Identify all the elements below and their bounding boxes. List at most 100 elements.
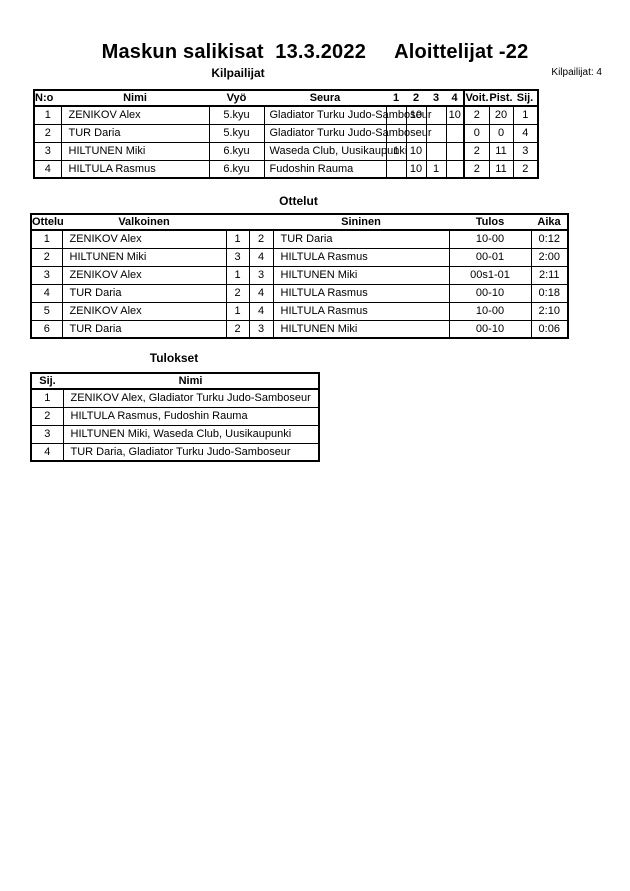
col-header-2: 2 [406,90,426,107]
seura-text: Gladiator Turku Judo-Samboseur [269,127,432,139]
cell-score-3 [425,141,447,161]
cell-no: 4 [33,159,62,179]
table-row: 1 ZENIKOV Alex 5.kyu Gladiator Turku Jud… [33,105,539,125]
competitors-header-row: N:o Nimi Vyö Seura 1 2 3 4 Voit. Pist. S… [34,90,538,107]
cell-blue-name: HILTULA Rasmus [272,301,450,321]
cell-seura: Fudoshin Rauma [263,159,387,179]
cell-seura: Waseda Club, Uusikaupunki [263,141,407,161]
cell-blue-name: HILTUNEN Miki [272,265,450,285]
matches-section-heading: Ottelut [279,194,318,208]
cell-pist: 0 [488,123,514,143]
cell-vyo: 5.kyu [208,105,265,125]
cell-nimi: TUR Daria [60,123,210,143]
table-row: 4 TUR Daria, Gladiator Turku Judo-Sambos… [30,442,320,462]
cell-vyo: 6.kyu [208,141,265,161]
cell-seura: Gladiator Turku Judo-Samboseur [263,105,432,125]
col-header-nimi: Nimi [61,90,209,107]
cell-sij: 1 [512,105,539,125]
cell-blue-name: HILTULA Rasmus [272,247,450,267]
cell-rank: 4 [30,442,64,462]
cell-result: 00-10 [448,283,532,303]
cell-white-no: 2 [225,319,250,339]
cell-nimi: HILTULA Rasmus [60,159,210,179]
table-row: 3 ZENIKOV Alex 1 3 HILTUNEN Miki 00s1-01… [30,265,569,285]
cell-time: 2:10 [530,301,569,321]
table-row: 3 HILTUNEN Miki 6.kyu Waseda Club, Uusik… [33,141,539,161]
cell-blue-no: 4 [248,247,274,267]
col-header-no: N:o [34,90,61,107]
cell-white-name: TUR Daria [61,283,227,303]
table-row: 4 TUR Daria 2 4 HILTULA Rasmus 00-10 0:1… [30,283,569,303]
cell-rank: 1 [30,388,64,408]
cell-score-2: 10 [405,141,427,161]
cell-white-no: 1 [225,265,250,285]
cell-nimi: HILTUNEN Miki [60,141,210,161]
cell-sij: 3 [512,141,539,161]
col-header-nimi: Nimi [63,373,319,390]
results-table: Sij. Nimi 1 ZENIKOV Alex, Gladiator Turk… [30,372,320,462]
col-header-tulos: Tulos [449,214,531,231]
cell-score-1 [385,159,407,179]
seura-text: Fudoshin Rauma [269,162,354,175]
cell-pist: 11 [488,141,514,161]
cell-white-name: ZENIKOV Alex [61,229,227,249]
cell-score-4 [445,159,465,179]
cell-score-2: 10 [405,105,427,125]
col-header-3: 3 [426,90,446,107]
cell-result: 00s1-01 [448,265,532,285]
header-spacer [249,214,273,231]
cell-white-name: ZENIKOV Alex [61,301,227,321]
cell-score-4: 10 [445,105,465,125]
cell-blue-no: 2 [248,229,274,249]
cell-no: 2 [33,123,62,143]
competitors-section-heading: Kilpailijat [211,66,265,80]
cell-white-name: ZENIKOV Alex [61,265,227,285]
col-header-pist: Pist. [489,90,513,107]
cell-score-3: 1 [425,159,447,179]
cell-seura: Gladiator Turku Judo-Samboseur [263,123,432,143]
cell-match-no: 1 [30,229,63,249]
cell-score-4 [445,123,465,143]
cell-no: 1 [33,105,62,125]
cell-white-no: 1 [225,229,250,249]
cell-match-no: 6 [30,319,63,339]
cell-time: 0:06 [530,319,569,339]
table-row: 2 HILTUNEN Miki 3 4 HILTULA Rasmus 00-01… [30,247,569,267]
cell-voit: 2 [463,159,490,179]
cell-white-name: HILTUNEN Miki [61,247,227,267]
cell-result: 10-00 [448,229,532,249]
cell-blue-no: 4 [248,283,274,303]
cell-voit: 2 [463,141,490,161]
cell-blue-no: 3 [248,265,274,285]
cell-time: 0:18 [530,283,569,303]
matches-header-row: Ottelu Valkoinen Sininen Tulos Aika [31,214,568,231]
seura-text: Waseda Club, Uusikaupunki [269,145,408,157]
col-header-sij: Sij. [513,90,538,107]
table-row: 1 ZENIKOV Alex, Gladiator Turku Judo-Sam… [30,388,320,408]
cell-vyo: 6.kyu [208,159,265,179]
col-header-vyo: Vyö [209,90,264,107]
cell-blue-name: HILTULA Rasmus [272,283,450,303]
competitors-table: N:o Nimi Vyö Seura 1 2 3 4 Voit. Pist. S… [33,89,539,179]
cell-match-no: 5 [30,301,63,321]
cell-time: 0:12 [530,229,569,249]
cell-score-4 [445,141,465,161]
cell-match-no: 4 [30,283,63,303]
col-header-aika: Aika [531,214,568,231]
col-header-1: 1 [386,90,406,107]
table-row: 6 TUR Daria 2 3 HILTUNEN Miki 00-10 0:06 [30,319,569,339]
cell-sij: 4 [512,123,539,143]
cell-result: 10-00 [448,301,532,321]
col-header-sininen: Sininen [273,214,449,231]
col-header-valkoinen: Valkoinen [62,214,226,231]
cell-score-2: 10 [405,159,427,179]
competitor-count-label: Kilpailijat: 4 [551,67,602,78]
cell-time: 2:11 [530,265,569,285]
page-title: Maskun salikisat 13.3.2022 Aloittelijat … [101,41,529,63]
cell-white-no: 2 [225,283,250,303]
cell-voit: 0 [463,123,490,143]
results-section-heading: Tulokset [149,351,199,365]
cell-result: 00-01 [448,247,532,267]
cell-name-club: HILTULA Rasmus, Fudoshin Rauma [62,406,320,426]
cell-name-club: TUR Daria, Gladiator Turku Judo-Samboseu… [62,442,320,462]
